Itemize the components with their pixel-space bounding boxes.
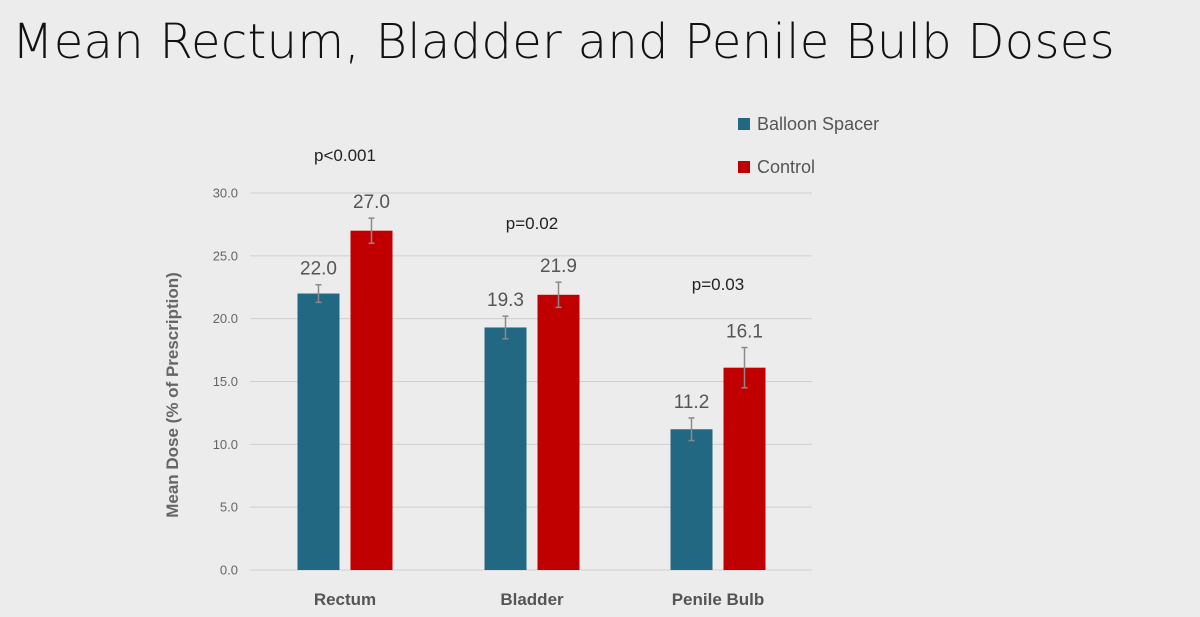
bars (297, 230, 766, 570)
bar-control-penile-bulb (723, 367, 766, 570)
error-bar (502, 315, 509, 340)
bar-control-rectum (350, 230, 393, 570)
p-value-label: p=0.03 (692, 275, 744, 294)
data-label: 22.0 (300, 259, 337, 280)
data-label: 27.0 (353, 192, 390, 213)
data-label: 16.1 (726, 322, 763, 343)
data-label: 11.2 (674, 392, 710, 413)
y-axis-ticks: 0.0 5.0 10.0 15.0 20.0 25.0 30.0 (213, 186, 238, 578)
data-labels: 22.0 27.0 19.3 21.9 11.2 16.1 (300, 192, 763, 413)
y-tick-label: 15.0 (213, 374, 238, 389)
x-axis-categories: Rectum Bladder Penile Bulb (314, 590, 764, 609)
error-bar (688, 417, 695, 442)
y-tick-label: 25.0 (213, 248, 238, 263)
p-value-label: p=0.02 (506, 214, 558, 233)
data-label: 21.9 (540, 256, 577, 277)
legend-label: Balloon Spacer (757, 114, 879, 134)
legend-swatch (738, 118, 750, 130)
data-label: 19.3 (487, 290, 524, 311)
p-value-label: p<0.001 (314, 146, 376, 165)
bar-balloon-spacer-rectum (297, 293, 340, 570)
y-tick-label: 30.0 (213, 186, 238, 201)
error-bar (555, 281, 562, 309)
y-tick-label: 10.0 (213, 437, 238, 452)
legend: Balloon Spacer Control (738, 114, 879, 177)
y-axis-title: Mean Dose (% of Prescription) (163, 272, 182, 518)
error-bar (368, 217, 375, 245)
legend-swatch (738, 161, 750, 173)
gridlines (250, 192, 812, 571)
x-category-label: Penile Bulb (672, 590, 765, 609)
bar-balloon-spacer-penile-bulb (670, 429, 713, 570)
legend-label: Control (757, 157, 815, 177)
y-tick-label: 0.0 (220, 563, 238, 578)
error-bar (315, 283, 322, 304)
y-tick-label: 20.0 (213, 311, 238, 326)
error-bar (741, 346, 748, 389)
bar-balloon-spacer-bladder (484, 327, 527, 570)
p-value-annotations: p<0.001 p=0.02 p=0.03 (314, 146, 744, 294)
x-category-label: Rectum (314, 590, 376, 609)
error-bars (315, 217, 748, 442)
x-category-label: Bladder (500, 590, 564, 609)
y-tick-label: 5.0 (220, 500, 238, 515)
slide-title: Mean Rectum, Bladder and Penile Bulb Dos… (12, 14, 1115, 70)
bar-control-bladder (537, 294, 580, 570)
